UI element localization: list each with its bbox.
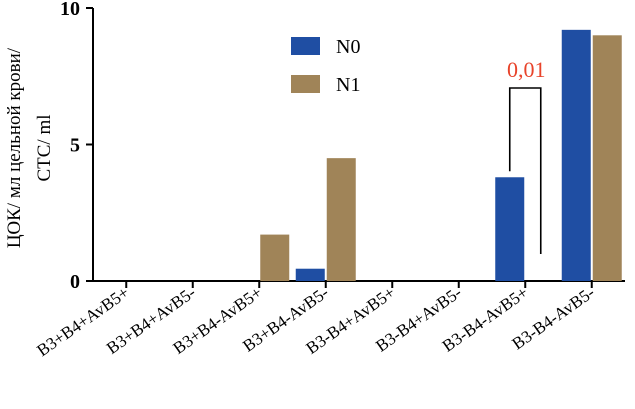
bar-N0 <box>295 268 325 281</box>
bar-N1 <box>326 158 356 281</box>
y-axis-label-line-1: ЦОК/ мл цельной крови/ <box>4 47 25 248</box>
y-tick-label: 5 <box>70 135 80 157</box>
y-axis-label-line-2: CTC/ ml <box>34 114 55 181</box>
y-tick-label: 10 <box>60 0 80 20</box>
significance-annotation: 0,01 <box>507 57 546 254</box>
legend-label-N1: N1 <box>336 74 360 96</box>
bar-N1 <box>592 35 622 281</box>
p-value-label: 0,01 <box>507 57 546 82</box>
y-tick-label: 0 <box>70 271 80 293</box>
significance-bracket <box>508 87 542 254</box>
legend-label-N0: N0 <box>336 36 360 58</box>
legend: N0 N1 <box>291 36 360 96</box>
axes: 0 5 10 <box>60 0 625 293</box>
bars <box>260 29 622 282</box>
y-axis-label: ЦОК/ мл цельной крови/ CTC/ ml <box>4 47 55 248</box>
bar-N0 <box>495 177 525 281</box>
x-tick-labels: B3+B4+AvB5+B3+B4+AvB5-B3+B4-AvB5+B3+B4-A… <box>33 281 598 360</box>
bar-N0 <box>561 29 591 282</box>
legend-swatch-N1 <box>291 75 320 93</box>
legend-swatch-N0 <box>291 37 320 55</box>
bar-N1 <box>260 234 290 281</box>
